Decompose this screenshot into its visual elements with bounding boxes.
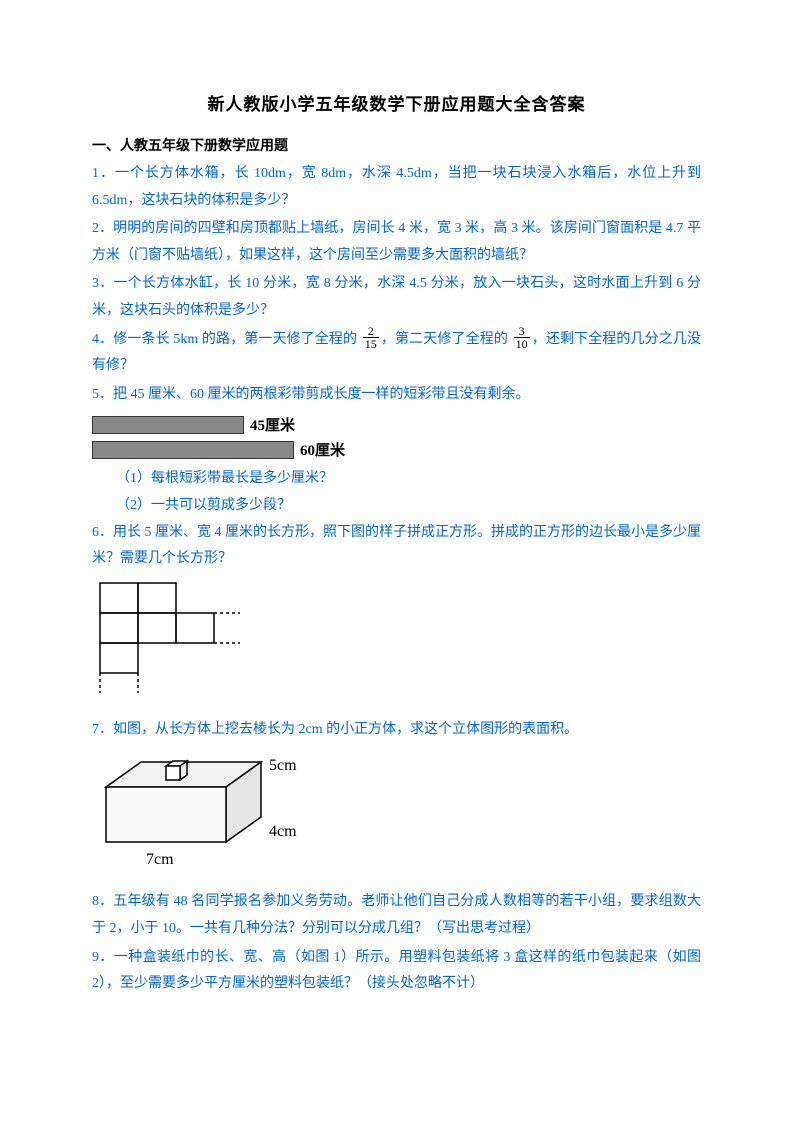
question-8: 8．五年级有 48 名同学报名参加义务劳动。老师让他们自己分成人数相等的若干小组… — [92, 889, 701, 942]
figure-6 — [96, 579, 701, 699]
frac1-num: 2 — [363, 325, 379, 338]
q3-num: 3． — [92, 276, 113, 291]
q5-num: 5． — [92, 387, 113, 402]
q9-num: 9． — [92, 950, 114, 965]
bar-45-label: 45厘米 — [250, 414, 295, 435]
q6-num: 6． — [92, 525, 113, 540]
question-4: 4．修一条长 5km 的路，第一天修了全程的 215，第二天修了全程的 310，… — [92, 327, 701, 380]
question-5: 5．把 45 厘米、60 厘米的两根彩带剪成长度一样的短彩带且没有剩余。 — [92, 382, 701, 409]
svg-text:5cm: 5cm — [269, 757, 297, 774]
question-9: 9．一种盒装纸巾的长、宽、高（如图 1）所示。用塑料包装纸将 3 盒这样的纸巾包… — [92, 945, 701, 998]
bar-60 — [92, 441, 294, 459]
question-7: 7．如图，从长方体上挖去棱长为 2cm 的小正方体，求这个立体图形的表面积。 — [92, 717, 701, 744]
question-1: 1．一个长方体水箱，长 10dm，宽 8dm，水深 4.5dm，当把一块石块浸入… — [92, 161, 701, 214]
q1-num: 1． — [92, 166, 115, 181]
q9-text: 一种盒装纸巾的长、宽、高（如图 1）所示。用塑料包装纸将 3 盒这样的纸巾包装起… — [92, 950, 701, 992]
q4-pre: 修一条长 5km 的路，第一天修了全程的 — [113, 332, 361, 347]
fraction-2: 310 — [514, 325, 530, 350]
q5-sub2: （2）一共可以剪成多少段？ — [116, 493, 701, 520]
q7-text: 如图，从长方体上挖去棱长为 2cm 的小正方体，求这个立体图形的表面积。 — [113, 722, 578, 737]
q2-num: 2． — [92, 221, 113, 236]
section-heading: 一、人教五年级下册数学应用题 — [92, 135, 701, 155]
q8-num: 8． — [92, 894, 113, 909]
bar-45 — [92, 416, 244, 434]
q5-text: 把 45 厘米、60 厘米的两根彩带剪成长度一样的短彩带且没有剩余。 — [113, 387, 530, 402]
frac2-den: 10 — [514, 338, 530, 350]
question-6: 6．用长 5 厘米、宽 4 厘米的长方形，照下图的样子拼成正方形。拼成的正方形的… — [92, 520, 701, 573]
fraction-1: 215 — [363, 325, 379, 350]
q7-num: 7． — [92, 722, 113, 737]
bar-60-label: 60厘米 — [300, 439, 345, 460]
q1-text: 一个长方体水箱，长 10dm，宽 8dm，水深 4.5dm，当把一块石块浸入水箱… — [92, 166, 701, 208]
svg-text:7cm: 7cm — [146, 851, 174, 868]
q4-num: 4． — [92, 332, 113, 347]
question-3: 3．一个长方体水缸，长 10 分米，宽 8 分米，水深 4.5 分米，放入一块石… — [92, 271, 701, 324]
q3-text: 一个长方体水缸，长 10 分米，宽 8 分米，水深 4.5 分米，放入一块石头，… — [92, 276, 701, 318]
frac1-den: 15 — [363, 338, 379, 350]
q5-sub1: （1）每根短彩带最长是多少厘米？ — [116, 466, 701, 493]
page-title: 新人教版小学五年级数学下册应用题大全含答案 — [92, 90, 701, 115]
figure-7: 5cm 4cm 7cm — [96, 747, 701, 877]
q6-text: 用长 5 厘米、宽 4 厘米的长方形，照下图的样子拼成正方形。拼成的正方形的边长… — [92, 525, 701, 567]
bar-row-45: 45厘米 — [92, 414, 701, 435]
q4-mid: ，第二天修了全程的 — [381, 332, 512, 347]
q2-text: 明明的房间的四壁和房顶都贴上墙纸，房间长 4 米，宽 3 米，高 3 米。该房间… — [92, 221, 701, 263]
q5-bars: 45厘米 60厘米 — [92, 414, 701, 460]
frac2-num: 3 — [514, 325, 530, 338]
question-2: 2．明明的房间的四壁和房顶都贴上墙纸，房间长 4 米，宽 3 米，高 3 米。该… — [92, 216, 701, 269]
bar-row-60: 60厘米 — [92, 439, 701, 460]
svg-text:4cm: 4cm — [269, 823, 297, 840]
q8-text: 五年级有 48 名同学报名参加义务劳动。老师让他们自己分成人数相等的若干小组，要… — [92, 894, 701, 936]
